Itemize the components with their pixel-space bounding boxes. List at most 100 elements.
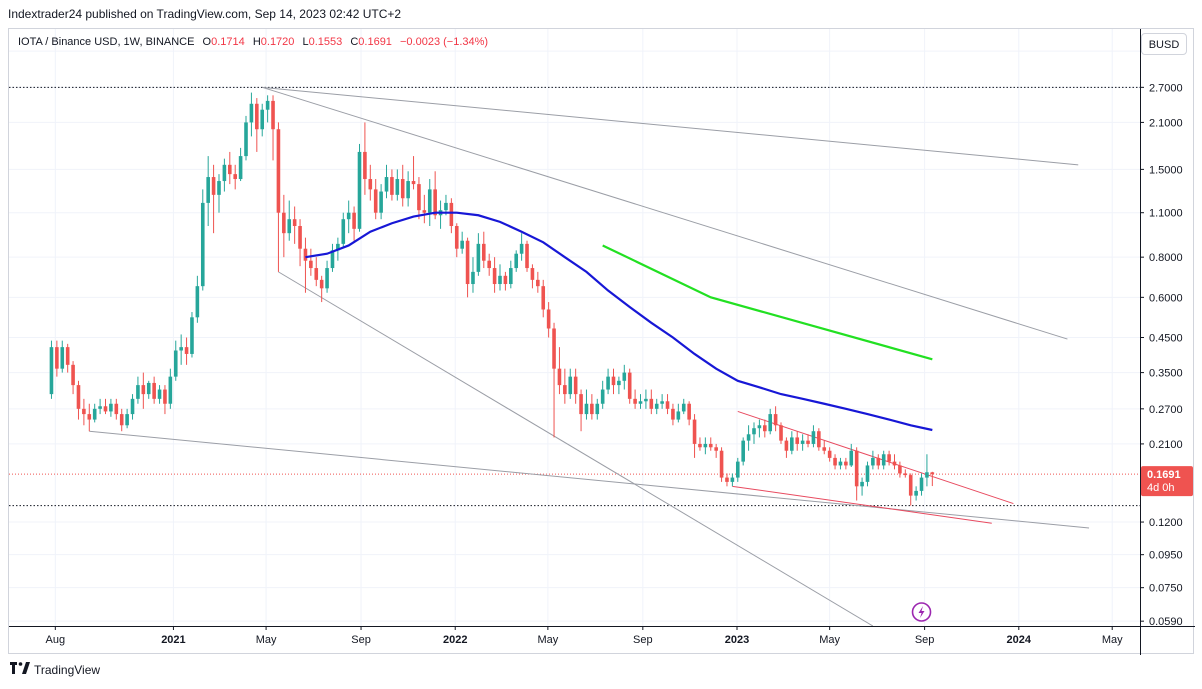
candle bbox=[806, 434, 810, 448]
candle bbox=[60, 340, 65, 373]
candle-body bbox=[725, 477, 729, 482]
candle-body bbox=[546, 309, 551, 329]
candle-body bbox=[498, 275, 502, 285]
candle bbox=[141, 372, 146, 409]
candle-body bbox=[319, 279, 324, 289]
candle-body bbox=[617, 380, 621, 386]
candle bbox=[271, 95, 275, 161]
currency-button[interactable]: BUSD bbox=[1141, 33, 1187, 55]
candle-body bbox=[190, 317, 194, 354]
candle-body bbox=[925, 472, 929, 478]
candle bbox=[498, 264, 502, 291]
candle-body bbox=[292, 219, 297, 227]
candle bbox=[487, 253, 491, 276]
y-tick-label: 2.7000 bbox=[1149, 82, 1183, 94]
change-value: −0.0023 (−1.34%) bbox=[400, 36, 489, 48]
candle bbox=[595, 398, 600, 420]
candle-body bbox=[860, 481, 864, 487]
candle bbox=[238, 147, 243, 182]
candle-body bbox=[460, 240, 464, 249]
candle-body bbox=[255, 103, 259, 130]
candle bbox=[800, 434, 805, 451]
y-tick-label: 1.1000 bbox=[1149, 208, 1183, 220]
y-tick-label: 0.0750 bbox=[1149, 583, 1183, 595]
candle-body bbox=[233, 174, 237, 180]
x-tick-label: 2021 bbox=[161, 634, 185, 646]
x-tick-label: Aug bbox=[46, 634, 66, 646]
candle bbox=[903, 469, 908, 478]
candle-body bbox=[336, 243, 340, 251]
candle bbox=[92, 403, 97, 423]
candle-body bbox=[703, 443, 708, 448]
candle-body bbox=[519, 243, 524, 254]
y-tick-label: 0.2700 bbox=[1149, 404, 1183, 416]
candle bbox=[384, 164, 389, 199]
candle-body bbox=[400, 179, 405, 199]
candle-body bbox=[346, 212, 351, 220]
trend-line-gray bbox=[278, 271, 874, 626]
candle bbox=[563, 368, 567, 404]
candle-body bbox=[163, 389, 167, 404]
candle-body bbox=[282, 212, 286, 234]
candle-body bbox=[303, 248, 308, 261]
candle bbox=[352, 206, 356, 241]
candle-body bbox=[444, 202, 448, 211]
candle bbox=[871, 450, 875, 470]
candle-body bbox=[487, 260, 491, 269]
candle-body bbox=[168, 376, 173, 404]
y-tick-label: 0.6000 bbox=[1149, 292, 1183, 304]
candle bbox=[757, 419, 762, 438]
publisher-line: Indextrader24 published on TradingView.c… bbox=[8, 7, 402, 21]
x-tick-label: May bbox=[256, 634, 277, 646]
candle-body bbox=[492, 268, 497, 285]
candle-body bbox=[395, 179, 400, 195]
candle bbox=[406, 171, 410, 207]
candle bbox=[644, 389, 648, 409]
candle bbox=[314, 257, 319, 287]
candle-body bbox=[260, 109, 265, 130]
tradingview-logo[interactable]: TradingView bbox=[10, 662, 100, 677]
candle bbox=[887, 450, 891, 466]
candle bbox=[849, 443, 854, 468]
candle-body bbox=[838, 461, 843, 466]
candle bbox=[617, 376, 621, 395]
candle bbox=[752, 422, 756, 444]
candle bbox=[152, 376, 156, 404]
candle bbox=[503, 271, 508, 291]
candle-body bbox=[600, 389, 605, 404]
candle-body bbox=[590, 403, 594, 415]
candle-body bbox=[768, 414, 773, 432]
candle-body bbox=[481, 243, 486, 261]
candle bbox=[925, 454, 929, 487]
candle-body bbox=[363, 151, 367, 180]
candle-body bbox=[752, 428, 756, 435]
candle bbox=[309, 248, 313, 276]
candle bbox=[892, 454, 897, 470]
candle bbox=[357, 143, 362, 232]
price-chart[interactable]: 3.50002.70002.10001.50001.10000.80000.60… bbox=[9, 29, 1195, 655]
candle bbox=[633, 389, 637, 409]
last-price-value: 0.1691 bbox=[1147, 469, 1181, 481]
candle bbox=[881, 450, 886, 470]
candle bbox=[622, 364, 627, 390]
candle bbox=[157, 385, 162, 404]
candle bbox=[817, 428, 821, 451]
candle bbox=[698, 437, 702, 451]
candle bbox=[363, 122, 367, 195]
candle bbox=[579, 389, 583, 432]
candle-body bbox=[714, 447, 718, 451]
candle-body bbox=[844, 461, 848, 466]
trend-line-gray bbox=[89, 430, 1090, 529]
candle bbox=[627, 368, 632, 404]
candle-body bbox=[773, 414, 778, 426]
candle-body bbox=[627, 372, 632, 399]
events-lightning-icon[interactable] bbox=[911, 602, 932, 622]
candle-body bbox=[584, 403, 589, 415]
candle-body bbox=[471, 271, 475, 285]
candle-body bbox=[427, 189, 432, 213]
candle-body bbox=[568, 376, 573, 395]
candle bbox=[438, 200, 443, 229]
candle bbox=[541, 279, 546, 318]
candle-body bbox=[633, 398, 637, 404]
candle bbox=[773, 406, 778, 432]
